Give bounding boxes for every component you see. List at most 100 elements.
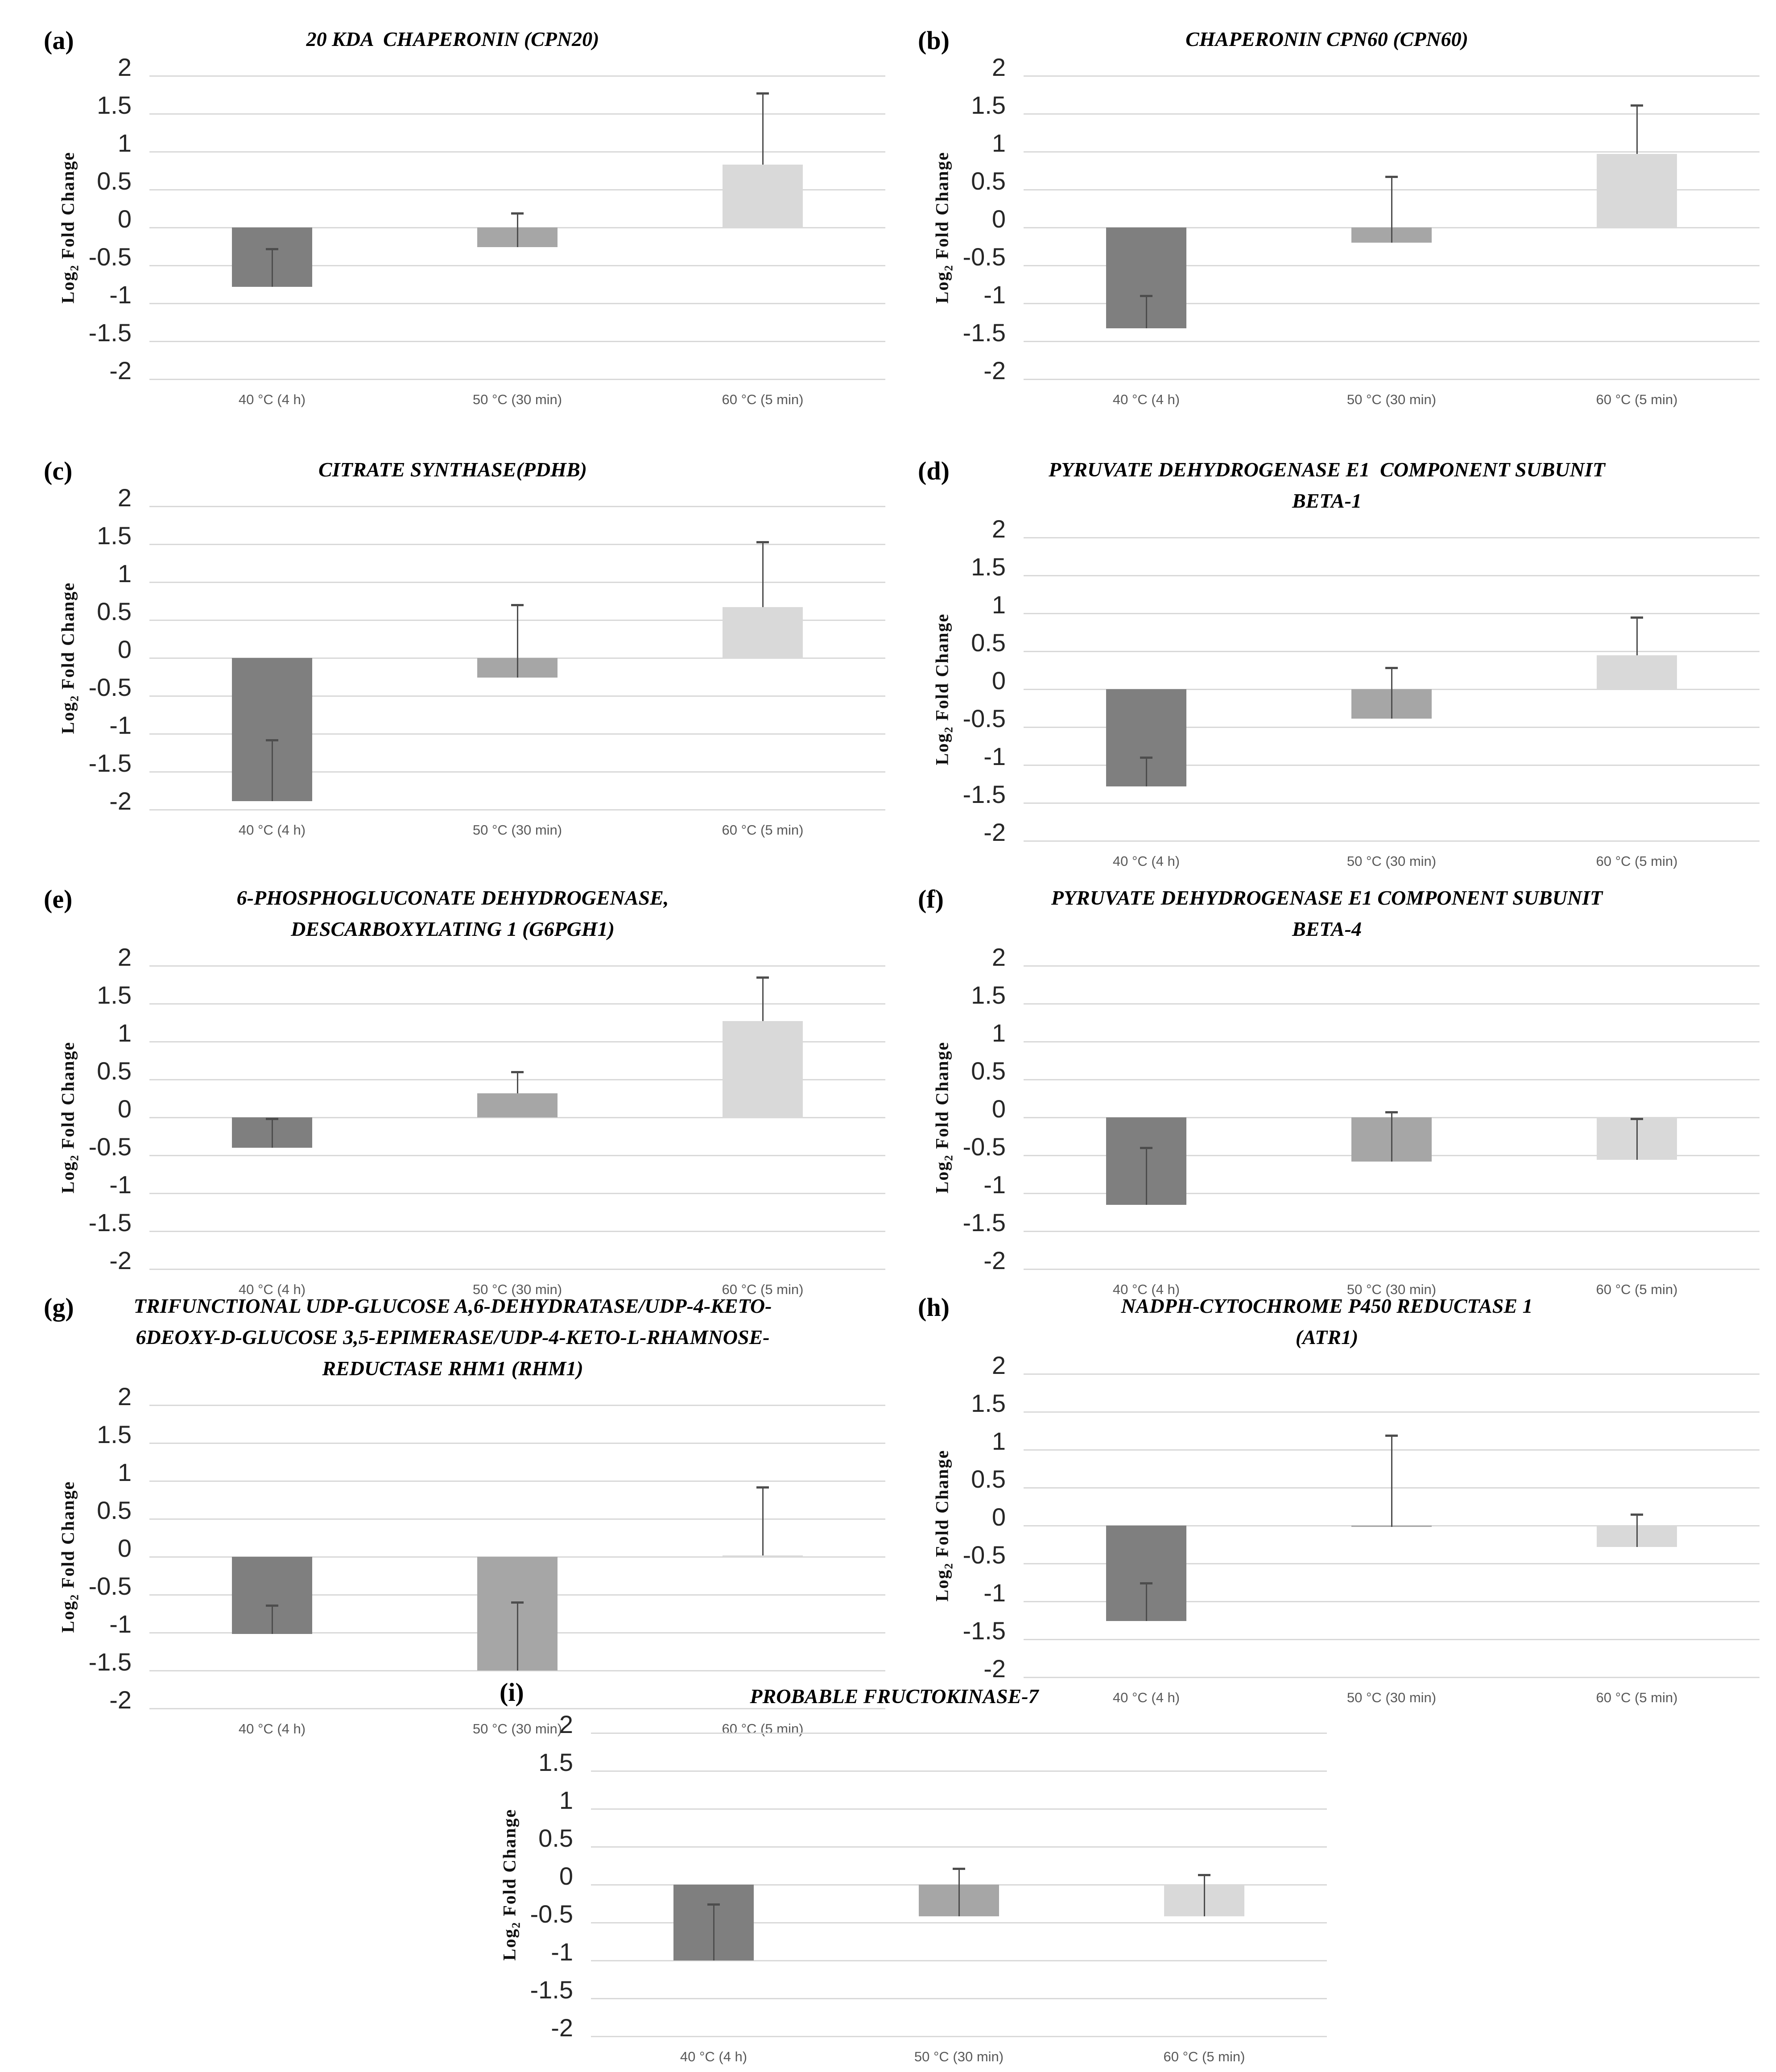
- error-bar: [1391, 1112, 1392, 1162]
- x-tick-label: 40 °C (4 h): [1112, 392, 1180, 407]
- error-cap: [756, 976, 769, 979]
- gridline: [149, 1670, 885, 1671]
- y-tick-label: 0: [117, 635, 132, 663]
- x-tick-label: 50 °C (30 min): [1346, 853, 1437, 869]
- y-tick-label: -2: [983, 1246, 1006, 1274]
- y-tick-label: -0.5: [962, 1133, 1006, 1161]
- y-tick-label: -1.5: [962, 318, 1006, 347]
- error-cap: [1631, 616, 1643, 619]
- gridline: [1024, 840, 1759, 842]
- y-tick-label: 1.5: [97, 91, 132, 119]
- x-tick-label: 60 °C (5 min): [722, 1282, 804, 1297]
- gridline: [1024, 113, 1759, 115]
- y-tick-label: 2: [117, 484, 132, 512]
- y-tick-label: 0: [991, 205, 1006, 233]
- x-tick-label: 40 °C (4 h): [1112, 1282, 1180, 1297]
- plot-area: 2 1.5 1 0.5 0 -0.5 -1 -1.5 -2 40 °C (4 h) 50 °C (3…: [963, 943, 1759, 1297]
- y-tick-label: -1: [983, 1170, 1006, 1199]
- error-bar: [271, 1605, 273, 1634]
- x-tick-label: 50 °C (30 min): [472, 392, 562, 407]
- chart-title: CHAPERONIN CPN60 (CPN60): [959, 24, 1695, 55]
- y-tick-label: -0.5: [962, 1541, 1006, 1569]
- y-tick-label: 0.5: [971, 167, 1006, 195]
- gridline: [149, 1404, 885, 1406]
- x-tick-label: 40 °C (4 h): [238, 392, 306, 407]
- y-tick-label: -0.5: [88, 1572, 132, 1600]
- chart-title-line: (ATR1): [1295, 1326, 1359, 1348]
- error-bar: [271, 740, 273, 802]
- bar-60c: [723, 1021, 803, 1117]
- error-bar: [762, 977, 764, 1022]
- gridline: [1024, 537, 1759, 538]
- gridline: [591, 1846, 1327, 1848]
- y-tick-label: -1.5: [530, 1976, 574, 2004]
- error-cap: [1140, 757, 1152, 759]
- y-tick-label: 1: [991, 1019, 1006, 1047]
- x-tick-label: 60 °C (5 min): [722, 392, 804, 407]
- y-tick-label: 1: [117, 1458, 132, 1486]
- y-tick-label: 0.5: [971, 1465, 1006, 1493]
- error-bar: [516, 1602, 518, 1671]
- gridline: [149, 151, 885, 153]
- chart-title-line: PROBABLE FRUCTOKINASE-7: [750, 1685, 1039, 1708]
- gridline: [1024, 1230, 1759, 1232]
- y-tick-label: 2: [991, 515, 1006, 543]
- chart-title: 20 KDA CHAPERONIN (CPN20): [85, 24, 821, 55]
- y-tick-label: 0: [117, 1095, 132, 1123]
- x-tick-label: 50 °C (30 min): [472, 1721, 562, 1737]
- error-cap: [266, 1604, 278, 1607]
- error-cap: [1385, 1111, 1398, 1114]
- x-tick-label: 50 °C (30 min): [472, 822, 562, 838]
- y-tick-label: -1.5: [88, 749, 132, 777]
- x-tick-label: 50 °C (30 min): [1346, 1690, 1437, 1705]
- gridline: [591, 1922, 1327, 1923]
- error-cap: [266, 1118, 278, 1121]
- x-tick-label: 60 °C (5 min): [1596, 853, 1678, 869]
- y-tick-label: -1: [109, 711, 132, 739]
- error-cap: [1631, 104, 1643, 107]
- gridline: [1024, 151, 1759, 153]
- error-bar: [516, 605, 518, 678]
- y-tick-label: -1.5: [962, 780, 1006, 808]
- x-tick-label: 40 °C (4 h): [238, 1721, 306, 1737]
- gridline: [1024, 378, 1759, 380]
- gridline: [149, 1003, 885, 1005]
- error-bar: [516, 213, 518, 248]
- gridline: [591, 2035, 1327, 2037]
- error-cap: [1631, 1513, 1643, 1516]
- gridline: [1024, 802, 1759, 804]
- panel-letter: (c): [44, 456, 73, 485]
- y-tick-label: -2: [983, 1654, 1006, 1683]
- plot-area: 2 1.5 1 0.5 0 -0.5 -1 -1.5 -2 40 °C (4 h) 50 °C (3…: [963, 515, 1759, 869]
- gridline: [149, 265, 885, 266]
- y-tick-label: -0.5: [88, 1133, 132, 1161]
- x-tick-label: 40 °C (4 h): [1112, 853, 1180, 869]
- chart-title-line: CHAPERONIN CPN60 (CPN60): [1185, 28, 1468, 50]
- gridline: [1024, 764, 1759, 766]
- chart-title-line: PYRUVATE DEHYDROGENASE E1 COMPONENT SUBU…: [1049, 458, 1605, 481]
- y-tick-label: 1: [991, 1427, 1006, 1455]
- chart-title: CITRATE SYNTHASE(PDHB): [85, 454, 821, 485]
- error-cap: [953, 1868, 965, 1870]
- error-cap: [756, 92, 769, 95]
- plot-area: 2 1.5 1 0.5 0 -0.5 -1 -1.5 -2 40 °C (4 h) 50 °C (3…: [89, 53, 885, 407]
- chart-title: PYRUVATE DEHYDROGENASE E1 COMPONENT SUBU…: [959, 882, 1695, 945]
- y-tick-label: -2: [551, 2014, 573, 2042]
- y-tick-label: -1: [983, 1579, 1006, 1607]
- panel-letter: (a): [44, 26, 74, 55]
- error-cap: [511, 1071, 524, 1073]
- y-tick-label: 0: [991, 666, 1006, 695]
- gridline: [149, 809, 885, 811]
- plot-area: 2 1.5 1 0.5 0 -0.5 -1 -1.5 -2 40 °C (4 h) 50 °C (3…: [89, 943, 885, 1297]
- chart-title-line: DESCARBOXYLATING 1 (G6PGH1): [291, 918, 615, 940]
- gridline: [149, 75, 885, 77]
- y-tick-label: -2: [983, 818, 1006, 846]
- x-tick-label: 40 °C (4 h): [1112, 1690, 1180, 1705]
- panel-letter: (h): [918, 1293, 950, 1322]
- error-bar: [1391, 668, 1392, 719]
- gridline: [1024, 1041, 1759, 1042]
- panel-letter: (b): [918, 26, 950, 55]
- y-tick-label: 2: [117, 53, 132, 81]
- error-cap: [1385, 176, 1398, 178]
- error-bar: [762, 542, 764, 608]
